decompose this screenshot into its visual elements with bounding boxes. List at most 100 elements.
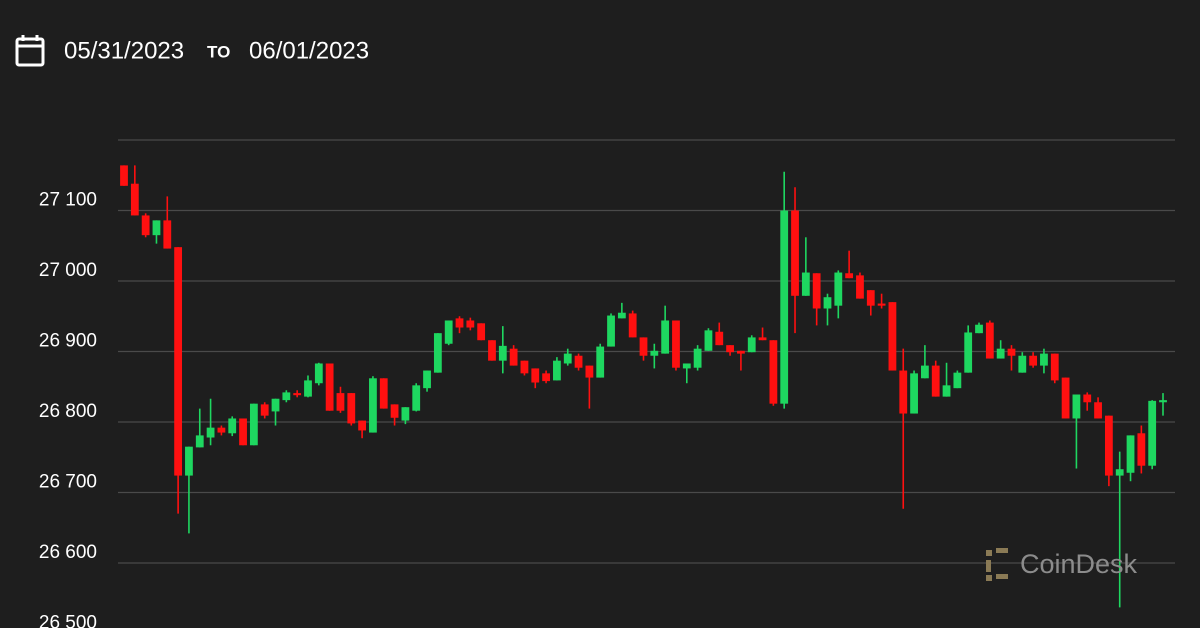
y-tick-label: 26 500 xyxy=(39,613,97,628)
candle-body xyxy=(888,302,897,371)
candle-body xyxy=(120,165,128,186)
candle-body xyxy=(314,363,323,384)
candle-body xyxy=(791,210,799,296)
y-tick-label: 26 900 xyxy=(39,331,97,352)
candle-body xyxy=(130,183,139,216)
candle-body xyxy=(1115,469,1124,476)
candle-body xyxy=(217,427,226,433)
candle-body xyxy=(1094,402,1102,419)
candle-body xyxy=(682,363,691,369)
candle-body xyxy=(239,418,247,446)
candle-body xyxy=(715,331,724,346)
candle-body xyxy=(920,365,929,379)
plot: 26 500 26 600 26 700 26 800 26 900 27 000 27 1… xyxy=(39,139,1175,628)
candle-body xyxy=(596,346,605,378)
candle-body xyxy=(347,393,356,424)
candle-body xyxy=(910,373,918,414)
candle-body xyxy=(260,404,269,416)
candle-body xyxy=(195,435,204,448)
candle-body xyxy=(336,393,345,411)
candle-body xyxy=(531,368,540,383)
candle-body xyxy=(509,348,518,366)
date-to: 06/01/2023 xyxy=(249,37,369,64)
candle-body xyxy=(1148,400,1157,466)
candle-body xyxy=(877,303,886,306)
candle-body xyxy=(542,373,550,382)
candle-body xyxy=(812,273,821,309)
candle-body xyxy=(249,403,258,446)
candle-body xyxy=(747,337,756,353)
candle-body xyxy=(996,348,1005,359)
candle-body xyxy=(163,220,172,249)
candle-body xyxy=(358,420,367,431)
y-tick-label: 26 600 xyxy=(39,542,97,563)
candle-body xyxy=(466,320,475,328)
candle-body xyxy=(856,275,864,299)
watermark: CoinDesk xyxy=(1020,549,1138,579)
candle-body xyxy=(1126,435,1135,473)
candle-body xyxy=(769,340,778,404)
candle-body xyxy=(866,290,875,306)
candle-body xyxy=(488,340,496,361)
date-to-label: TO xyxy=(207,42,230,61)
candle-body xyxy=(823,297,832,309)
candle-body xyxy=(206,427,215,438)
candle-body xyxy=(834,272,843,306)
candle-body xyxy=(455,318,464,328)
candle-body xyxy=(985,322,994,359)
candle-body xyxy=(520,360,529,374)
candle-body xyxy=(639,337,648,356)
candle-body xyxy=(1029,355,1038,366)
candle-body xyxy=(845,273,854,279)
candle-body xyxy=(704,330,713,351)
candle-body xyxy=(1007,348,1016,356)
candle-body xyxy=(444,320,453,344)
candle-body xyxy=(1061,377,1070,419)
candle-body xyxy=(1018,355,1027,373)
candle-body xyxy=(174,247,183,476)
candle-body xyxy=(628,313,637,338)
candle-body xyxy=(1104,415,1113,476)
candle-body xyxy=(369,378,377,433)
candle-body xyxy=(899,370,908,414)
candle-body xyxy=(585,365,594,378)
candle-body xyxy=(423,370,431,389)
candle-body xyxy=(390,404,399,418)
candle-body xyxy=(780,210,789,404)
candle-body xyxy=(563,353,572,364)
calendar-icon xyxy=(15,35,45,67)
candle-body xyxy=(141,215,150,236)
candle-body xyxy=(801,272,810,296)
candle-body xyxy=(931,365,940,397)
candle-body xyxy=(1050,353,1059,381)
candle-body xyxy=(228,418,237,434)
candle-body xyxy=(282,392,291,401)
candle-body xyxy=(477,323,486,341)
candle-body xyxy=(412,385,421,411)
y-tick-label: 26 800 xyxy=(39,401,97,422)
candle-body xyxy=(953,372,962,389)
candle-body xyxy=(185,446,193,476)
candle-body xyxy=(726,345,734,353)
candle-body xyxy=(1040,353,1048,366)
date-from: 05/31/2023 xyxy=(64,37,184,64)
candle-body xyxy=(672,320,680,368)
candle-body xyxy=(617,312,626,319)
candle-body xyxy=(498,345,507,361)
y-tick-label: 27 100 xyxy=(39,190,97,211)
candle-body xyxy=(661,320,670,354)
y-tick-label: 27 000 xyxy=(39,260,97,281)
watermark-logo xyxy=(986,548,1008,581)
candle-body xyxy=(553,360,561,381)
candle-body xyxy=(964,332,973,373)
candle-body xyxy=(975,324,983,334)
candle-body xyxy=(1072,394,1081,419)
candle-body xyxy=(574,355,583,368)
candle-body xyxy=(379,378,388,409)
candle-body xyxy=(737,350,745,354)
candle-body xyxy=(693,348,702,368)
candle-body xyxy=(1083,394,1092,403)
candle-body xyxy=(758,337,767,341)
